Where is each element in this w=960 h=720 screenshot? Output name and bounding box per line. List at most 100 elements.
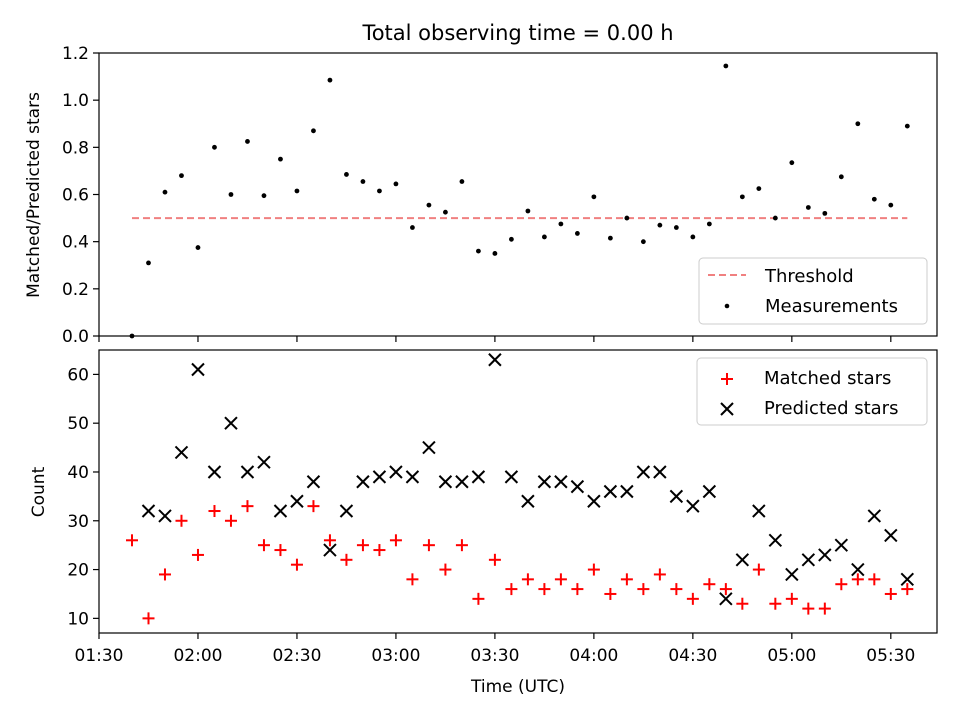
predicted-star-point bbox=[422, 440, 436, 455]
predicted-star-point bbox=[471, 470, 486, 484]
predicted-star-point bbox=[752, 504, 766, 518]
predicted-star-point bbox=[801, 553, 816, 567]
matched-star-point bbox=[224, 514, 237, 527]
predicted-star-point bbox=[191, 362, 205, 377]
measurement-point bbox=[904, 123, 910, 129]
bottom-legend: Matched stars Predicted stars bbox=[696, 357, 928, 426]
bottom-axes-frame bbox=[98, 349, 938, 634]
bottom-plot-marks bbox=[125, 353, 915, 625]
measurement-point bbox=[360, 179, 366, 184]
measurement-point bbox=[377, 188, 382, 194]
matched-star-point bbox=[752, 563, 765, 576]
measurement-point bbox=[509, 236, 514, 242]
bottom-legend-box bbox=[696, 357, 928, 426]
legend-threshold-label: Threshold bbox=[764, 266, 854, 287]
predicted-star-point bbox=[356, 475, 370, 489]
predicted-star-point bbox=[653, 465, 667, 479]
measurement-point bbox=[426, 202, 432, 208]
predicted-star-point bbox=[224, 416, 238, 430]
predicted-star-point bbox=[702, 484, 717, 499]
top-y-tick-label: 0.2 bbox=[62, 280, 89, 300]
matched-star-point bbox=[884, 587, 897, 600]
predicted-star-point bbox=[785, 567, 799, 582]
measurement-point bbox=[146, 260, 151, 266]
bottom-x-tick-label: 03:30 bbox=[470, 646, 519, 666]
bottom-x-tick-label: 02:00 bbox=[173, 646, 222, 666]
matched-star-point bbox=[653, 568, 666, 581]
measurement-point bbox=[476, 248, 481, 254]
predicted-star-point bbox=[884, 528, 898, 543]
predicted-star-point bbox=[768, 533, 783, 548]
legend-matched-label: Matched stars bbox=[764, 368, 891, 389]
predicted-star-point bbox=[488, 353, 502, 367]
top-y-tick-label: 1.0 bbox=[62, 91, 89, 111]
bottom-y-tick-label: 30 bbox=[67, 512, 89, 532]
predicted-star-point bbox=[719, 592, 733, 606]
bottom-x-tick-label: 02:30 bbox=[272, 646, 321, 666]
matched-star-point bbox=[703, 578, 716, 591]
predicted-star-point bbox=[174, 445, 189, 460]
matched-star-point bbox=[736, 597, 749, 610]
measurement-point bbox=[607, 235, 613, 241]
matched-star-point bbox=[406, 573, 419, 586]
predicted-star-point bbox=[818, 548, 832, 562]
legend-predicted-label: Predicted stars bbox=[764, 398, 898, 419]
predicted-star-point bbox=[636, 465, 651, 479]
measurement-point bbox=[344, 172, 349, 177]
measurement-point bbox=[805, 205, 811, 210]
measurement-point bbox=[838, 174, 844, 180]
measurement-point bbox=[212, 144, 217, 150]
matched-star-point bbox=[422, 539, 435, 552]
predicted-star-point bbox=[405, 470, 420, 484]
legend-matched-marker bbox=[721, 373, 733, 385]
matched-star-point bbox=[340, 553, 353, 566]
top-y-tick-label: 0.0 bbox=[62, 327, 89, 347]
measurement-point bbox=[278, 156, 283, 162]
measurement-point bbox=[624, 215, 630, 221]
legend-measurements-label: Measurements bbox=[765, 296, 898, 317]
measurement-point bbox=[739, 194, 745, 200]
bottom-x-tick-label: 04:00 bbox=[569, 646, 618, 666]
measurement-point bbox=[327, 77, 333, 83]
matched-star-point bbox=[208, 505, 221, 518]
top-y-tick-label: 1.2 bbox=[62, 44, 89, 64]
matched-star-point bbox=[538, 583, 551, 596]
measurement-point bbox=[558, 221, 564, 227]
top-y-tick-label: 0.6 bbox=[62, 186, 89, 206]
matched-star-point bbox=[472, 592, 485, 605]
predicted-star-point bbox=[141, 504, 156, 518]
measurement-point bbox=[311, 128, 316, 134]
measurement-point bbox=[888, 202, 894, 208]
matched-star-point bbox=[125, 534, 138, 547]
predicted-star-point bbox=[158, 509, 172, 523]
bottom-y-tick-label: 60 bbox=[67, 365, 89, 385]
matched-star-point bbox=[241, 500, 254, 513]
predicted-star-point bbox=[537, 475, 552, 489]
measurement-point bbox=[640, 239, 646, 245]
bottom-x-tick-label: 01:30 bbox=[75, 646, 124, 666]
predicted-star-point bbox=[900, 572, 915, 587]
measurement-point bbox=[706, 221, 712, 227]
predicted-star-point bbox=[554, 475, 568, 489]
figure-title: Total observing time = 0.00 h bbox=[361, 21, 673, 45]
matched-star-point bbox=[290, 558, 303, 571]
measurement-point bbox=[591, 194, 597, 200]
predicted-star-point bbox=[290, 494, 304, 508]
predicted-star-point bbox=[735, 553, 750, 567]
predicted-star-point bbox=[306, 475, 321, 489]
matched-star-point bbox=[439, 563, 452, 576]
matched-star-point bbox=[356, 539, 369, 552]
top-x-ticks bbox=[98, 336, 892, 342]
predicted-star-point bbox=[620, 484, 634, 499]
measurement-point bbox=[459, 179, 465, 184]
predicted-star-point bbox=[570, 479, 585, 494]
predicted-star-point bbox=[504, 470, 519, 484]
predicted-star-point bbox=[389, 465, 403, 479]
predicted-star-point bbox=[455, 475, 469, 489]
matched-star-point bbox=[637, 583, 650, 596]
matched-star-point bbox=[521, 573, 534, 586]
matched-star-point bbox=[274, 544, 287, 557]
predicted-star-point bbox=[669, 489, 684, 504]
bottom-panel: 10 20 30 40 50 60 01:30 02:00 02:30 03:00 03:30 04… bbox=[29, 349, 938, 697]
measurement-point bbox=[657, 222, 663, 228]
